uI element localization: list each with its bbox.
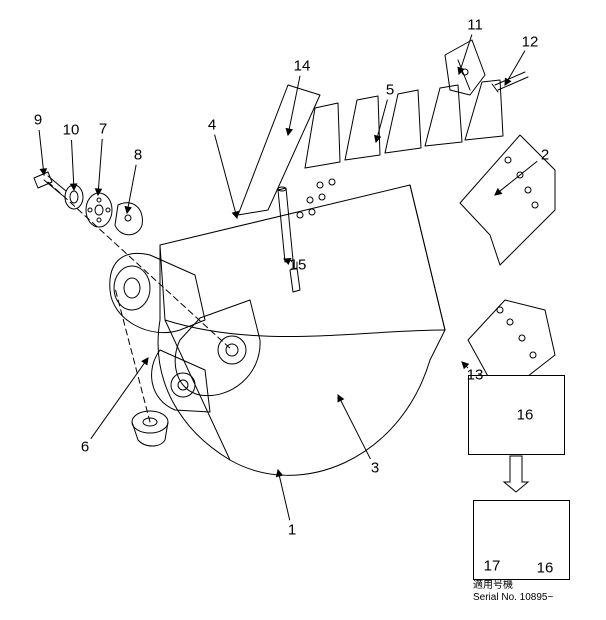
callout-17: 17 xyxy=(484,559,501,574)
callout-6: 6 xyxy=(81,440,89,455)
callout-14: 14 xyxy=(294,59,311,74)
down-arrow-icon xyxy=(504,456,528,492)
diagram-stage: 適用号機 Serial No. 10895~ 12345678910111213… xyxy=(0,0,606,620)
callout-12: 12 xyxy=(522,35,539,50)
callout-16: 16 xyxy=(517,408,534,423)
callout-7: 7 xyxy=(99,122,107,137)
callout-10: 10 xyxy=(63,123,80,138)
callout-15: 15 xyxy=(290,258,307,273)
callout-11: 11 xyxy=(467,18,483,33)
callout-2: 2 xyxy=(541,148,549,163)
callout-9: 9 xyxy=(34,113,42,128)
callout-3: 3 xyxy=(371,461,379,476)
serial-label-en: Serial No. 10895~ xyxy=(473,592,553,603)
callout-4: 4 xyxy=(208,118,216,133)
serial-label-jp: 適用号機 xyxy=(473,580,513,591)
callout-1: 1 xyxy=(288,523,296,538)
callout-5: 5 xyxy=(386,83,394,98)
callout-13: 13 xyxy=(467,368,484,383)
callout-8: 8 xyxy=(134,148,142,163)
callout-16: 16 xyxy=(537,561,554,576)
